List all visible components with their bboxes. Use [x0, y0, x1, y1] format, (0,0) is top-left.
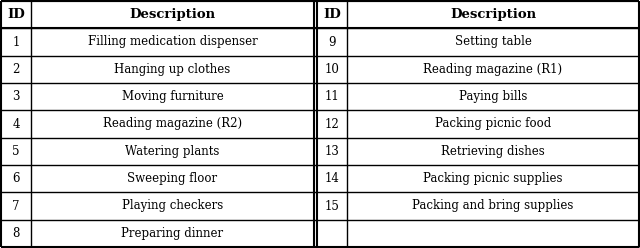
- Text: 1: 1: [12, 35, 20, 49]
- Text: Moving furniture: Moving furniture: [122, 90, 223, 103]
- Text: ID: ID: [323, 8, 341, 21]
- Text: 6: 6: [12, 172, 20, 185]
- Text: 5: 5: [12, 145, 20, 158]
- Text: Playing checkers: Playing checkers: [122, 199, 223, 213]
- Text: Packing picnic food: Packing picnic food: [435, 118, 551, 130]
- Text: Description: Description: [129, 8, 216, 21]
- Text: 11: 11: [324, 90, 339, 103]
- Text: 9: 9: [328, 35, 336, 49]
- Text: 2: 2: [12, 63, 20, 76]
- Text: Retrieving dishes: Retrieving dishes: [441, 145, 545, 158]
- Text: 13: 13: [324, 145, 339, 158]
- Text: 14: 14: [324, 172, 339, 185]
- Text: Hanging up clothes: Hanging up clothes: [115, 63, 230, 76]
- Text: Preparing dinner: Preparing dinner: [122, 227, 223, 240]
- Text: Setting table: Setting table: [454, 35, 531, 49]
- Text: Packing and bring supplies: Packing and bring supplies: [412, 199, 573, 213]
- Text: Sweeping floor: Sweeping floor: [127, 172, 218, 185]
- Text: Reading magazine (R1): Reading magazine (R1): [424, 63, 563, 76]
- Text: 3: 3: [12, 90, 20, 103]
- Text: 7: 7: [12, 199, 20, 213]
- Text: Packing picnic supplies: Packing picnic supplies: [423, 172, 563, 185]
- Text: Paying bills: Paying bills: [459, 90, 527, 103]
- Text: 8: 8: [12, 227, 20, 240]
- Text: Description: Description: [450, 8, 536, 21]
- Text: 4: 4: [12, 118, 20, 130]
- Text: Watering plants: Watering plants: [125, 145, 220, 158]
- Text: Filling medication dispenser: Filling medication dispenser: [88, 35, 257, 49]
- Text: 12: 12: [324, 118, 339, 130]
- Text: Reading magazine (R2): Reading magazine (R2): [103, 118, 242, 130]
- Text: ID: ID: [7, 8, 25, 21]
- Text: 15: 15: [324, 199, 339, 213]
- Text: 10: 10: [324, 63, 339, 76]
